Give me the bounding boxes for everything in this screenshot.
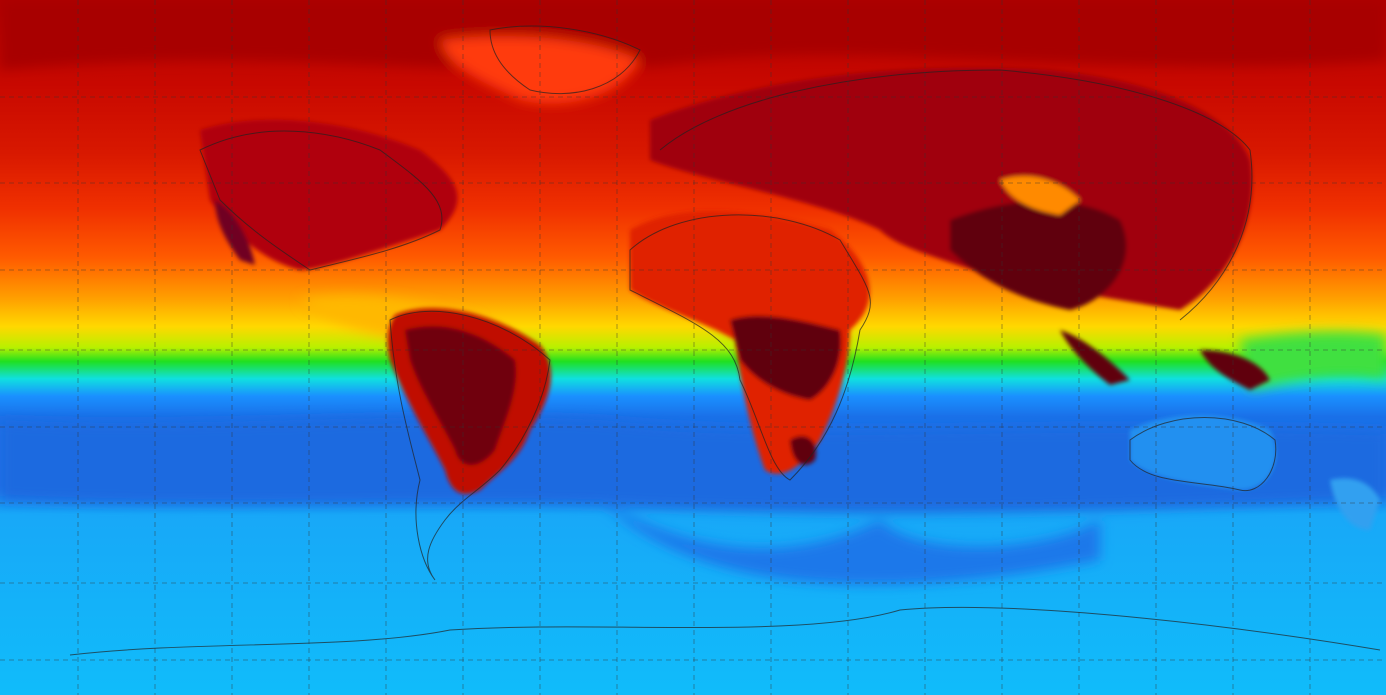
land-hotspots bbox=[200, 67, 1380, 530]
field-patches bbox=[0, 0, 1386, 585]
coastlines bbox=[69, 25, 1381, 656]
